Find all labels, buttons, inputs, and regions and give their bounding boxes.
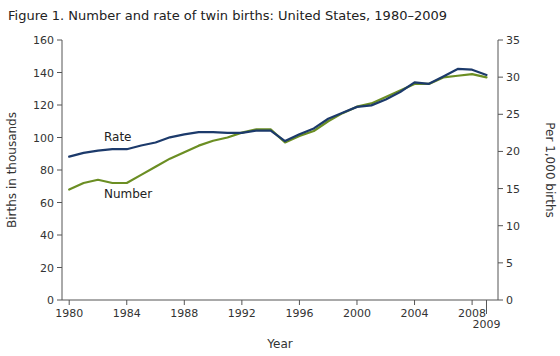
y2-tick-label: 20 <box>506 145 520 158</box>
background <box>0 0 560 356</box>
title: Figure 1. Number and rate of twin births… <box>8 8 447 23</box>
y-tick <box>57 170 62 171</box>
y2-tick <box>498 188 503 189</box>
y-tick-label: 40 <box>40 229 54 242</box>
y-tick-label: 120 <box>33 99 54 112</box>
y2-tick <box>498 77 503 78</box>
x-tick-label: 2004 <box>401 307 429 320</box>
y-tick-label: 20 <box>40 262 54 275</box>
series-line <box>69 69 486 157</box>
y2-tick <box>498 151 503 152</box>
y-tick <box>57 105 62 106</box>
x-tick <box>69 300 70 305</box>
series-label: Rate <box>104 130 132 144</box>
series-label: Number <box>104 187 152 201</box>
x-tick-label: 2000 <box>343 307 371 320</box>
y-tick-label: 140 <box>33 67 54 80</box>
y2-tick <box>498 225 503 226</box>
x-tick-label: 1996 <box>285 307 313 320</box>
y2-axis-label: Per 1,000 births <box>543 122 557 218</box>
x-tick <box>184 300 185 305</box>
y-tick-label: 160 <box>33 34 54 47</box>
x-tick <box>356 300 357 305</box>
x-axis-label: Year <box>266 337 292 351</box>
x-tick <box>299 300 300 305</box>
y-tick <box>57 202 62 203</box>
y-tick-label: 0 <box>47 294 54 307</box>
x-tick-label: 1992 <box>228 307 256 320</box>
y2-tick-label: 5 <box>506 257 513 270</box>
y2-axis-line <box>498 40 499 300</box>
y2-tick <box>498 114 503 115</box>
y-tick <box>57 300 62 301</box>
y2-tick-label: 0 <box>506 294 513 307</box>
y2-tick-label: 30 <box>506 71 520 84</box>
series-line <box>69 74 486 189</box>
y-tick <box>57 40 62 41</box>
y-tick <box>57 235 62 236</box>
y-tick-label: 100 <box>33 132 54 145</box>
chart: Figure 1. Number and rate of twin births… <box>0 0 560 356</box>
x-tick-label: 1980 <box>55 307 83 320</box>
x-tick-label: 1984 <box>113 307 141 320</box>
y2-tick-label: 15 <box>506 183 520 196</box>
x-tick <box>486 300 487 314</box>
y2-tick-label: 25 <box>506 108 520 121</box>
y-axis-label: Births in thousands <box>5 112 19 228</box>
x-tick-label: 1988 <box>170 307 198 320</box>
y2-tick <box>498 300 503 301</box>
y-tick <box>57 267 62 268</box>
y2-tick-label: 35 <box>506 34 520 47</box>
x-tick <box>126 300 127 305</box>
y2-tick <box>498 262 503 263</box>
y2-tick <box>498 40 503 41</box>
y-tick <box>57 72 62 73</box>
y-tick-label: 80 <box>40 164 54 177</box>
x-tick <box>414 300 415 305</box>
y-tick-label: 60 <box>40 197 54 210</box>
x-tick-label: 2009 <box>472 318 500 331</box>
y-tick <box>57 137 62 138</box>
x-tick <box>472 300 473 305</box>
plot-area <box>69 69 486 190</box>
y2-tick-label: 10 <box>506 220 520 233</box>
x-axis-line <box>62 300 498 301</box>
x-tick <box>241 300 242 305</box>
